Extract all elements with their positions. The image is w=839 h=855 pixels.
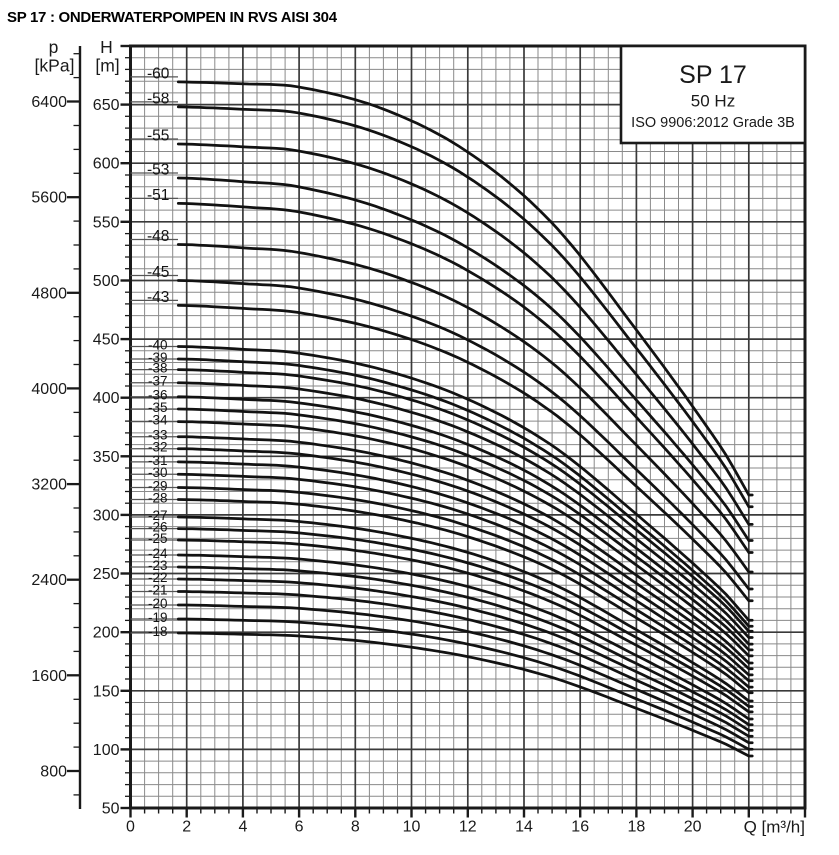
svg-text:2400: 2400 <box>31 572 67 589</box>
svg-text:H: H <box>100 37 113 57</box>
svg-text:4000: 4000 <box>31 381 67 398</box>
svg-text:1600: 1600 <box>31 668 67 685</box>
svg-text:Q [m³/h]: Q [m³/h] <box>744 818 805 837</box>
svg-text:500: 500 <box>93 273 120 290</box>
svg-text:-23: -23 <box>148 558 168 573</box>
svg-text:-25: -25 <box>148 531 168 546</box>
svg-text:-34: -34 <box>148 413 168 428</box>
svg-text:0: 0 <box>126 819 135 836</box>
svg-text:[kPa]: [kPa] <box>35 56 75 76</box>
svg-text:-37: -37 <box>148 374 168 389</box>
svg-text:18: 18 <box>628 819 646 836</box>
svg-text:-26: -26 <box>148 520 168 535</box>
svg-text:200: 200 <box>93 625 120 642</box>
svg-text:6: 6 <box>295 819 304 836</box>
svg-text:550: 550 <box>93 214 120 231</box>
svg-text:8: 8 <box>351 819 360 836</box>
svg-text:12: 12 <box>459 819 477 836</box>
svg-text:-53: -53 <box>147 162 169 179</box>
svg-text:-43: -43 <box>147 289 169 306</box>
svg-text:-22: -22 <box>148 570 168 585</box>
svg-text:5600: 5600 <box>31 190 67 207</box>
svg-text:50: 50 <box>102 801 120 818</box>
svg-text:-48: -48 <box>147 228 169 245</box>
svg-text:350: 350 <box>93 449 120 466</box>
svg-text:-21: -21 <box>148 582 168 597</box>
svg-text:SP 17: SP 17 <box>679 61 747 89</box>
svg-text:6400: 6400 <box>31 94 67 111</box>
svg-text:-20: -20 <box>148 596 168 611</box>
svg-text:-55: -55 <box>147 128 169 145</box>
svg-text:-36: -36 <box>148 388 168 403</box>
svg-text:-60: -60 <box>147 66 170 83</box>
svg-text:2: 2 <box>182 819 191 836</box>
svg-text:-27: -27 <box>148 508 168 523</box>
svg-text:800: 800 <box>40 764 67 781</box>
svg-text:4800: 4800 <box>31 285 67 302</box>
svg-text:-28: -28 <box>148 490 168 505</box>
svg-text:-38: -38 <box>148 361 168 376</box>
svg-text:p: p <box>49 37 59 57</box>
svg-text:650: 650 <box>93 97 120 114</box>
svg-text:-29: -29 <box>148 478 168 493</box>
svg-text:16: 16 <box>571 819 589 836</box>
svg-text:-39: -39 <box>148 350 168 365</box>
svg-text:-32: -32 <box>148 440 168 455</box>
svg-text:3200: 3200 <box>31 477 67 494</box>
svg-text:150: 150 <box>93 683 120 700</box>
svg-text:-40: -40 <box>148 337 168 352</box>
svg-text:-33: -33 <box>148 428 168 443</box>
svg-text:4: 4 <box>238 819 247 836</box>
svg-text:20: 20 <box>684 819 702 836</box>
svg-text:-51: -51 <box>147 187 169 204</box>
svg-text:-58: -58 <box>147 91 169 108</box>
svg-text:-31: -31 <box>148 453 168 468</box>
svg-text:-30: -30 <box>148 465 168 480</box>
svg-text:50 Hz: 50 Hz <box>691 92 735 111</box>
svg-text:100: 100 <box>93 742 120 759</box>
svg-text:450: 450 <box>93 332 120 349</box>
svg-text:[m]: [m] <box>95 56 119 76</box>
svg-text:300: 300 <box>93 507 120 524</box>
svg-text:10: 10 <box>403 819 421 836</box>
svg-text:14: 14 <box>515 819 533 836</box>
svg-text:600: 600 <box>93 156 120 173</box>
svg-text:250: 250 <box>93 566 120 583</box>
svg-text:-45: -45 <box>147 264 169 281</box>
svg-text:ISO 9906:2012 Grade 3B: ISO 9906:2012 Grade 3B <box>631 115 795 131</box>
svg-text:-19: -19 <box>148 610 168 625</box>
svg-text:-24: -24 <box>148 546 168 561</box>
svg-text:-18: -18 <box>148 624 168 639</box>
svg-text:400: 400 <box>93 390 120 407</box>
svg-text:-35: -35 <box>148 400 168 415</box>
